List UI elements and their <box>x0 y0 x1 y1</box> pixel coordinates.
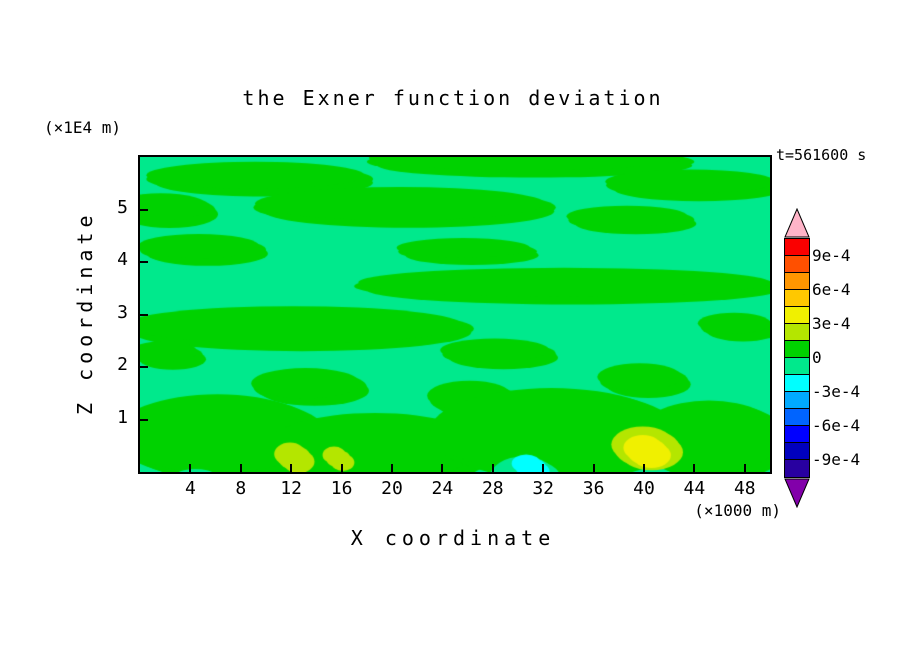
contour-field-canvas <box>140 157 770 472</box>
colorbar-labels: 9e-4 6e-4 3e-4 0 -3e-4 -6e-4 -9e-4 <box>812 208 882 518</box>
y-tick-label: 2 <box>117 354 128 375</box>
x-tick-label: 48 <box>733 478 756 499</box>
colorbar-label: 0 <box>812 348 822 367</box>
colorbar-segment <box>785 239 809 256</box>
colorbar-segment <box>785 273 809 290</box>
x-tick-label: 44 <box>683 478 706 499</box>
x-tick-label: 24 <box>431 478 454 499</box>
x-tick-label: 12 <box>280 478 303 499</box>
colorbar-label: -3e-4 <box>812 382 861 401</box>
plot-area <box>138 155 772 474</box>
y-tick-label: 1 <box>117 406 128 428</box>
x-tick-label: 16 <box>330 478 353 499</box>
x-tick-label: 20 <box>381 478 403 499</box>
colorbar-segment <box>785 460 809 477</box>
colorbar-over-arrow-icon <box>784 208 810 238</box>
x-tick-label: 4 <box>184 478 196 499</box>
x-axis-title: X coordinate <box>350 526 556 550</box>
chart-title: the Exner function deviation <box>242 86 664 110</box>
colorbar-segment <box>785 358 809 375</box>
colorbar-segment <box>785 375 809 392</box>
colorbar-segment <box>785 341 809 358</box>
colorbar-segment <box>785 409 809 426</box>
colorbar-segment <box>785 307 809 324</box>
colorbar-segment <box>785 392 809 409</box>
x-tick-label: 28 <box>481 478 504 499</box>
y-axis-unit-label: (×1E4 m) <box>44 118 122 137</box>
colorbar-label: 9e-4 <box>812 246 851 265</box>
colorbar-label: 3e-4 <box>812 314 851 333</box>
colorbar <box>784 208 810 508</box>
y-tick-label: 5 <box>117 196 128 218</box>
x-axis-unit-label: (×1000 m) <box>694 501 781 520</box>
x-tick-label: 8 <box>235 478 247 499</box>
x-tick-label: 36 <box>582 478 605 499</box>
x-tick-labels: 4 8 12 16 20 24 28 32 36 40 44 48 <box>140 478 770 500</box>
x-tick-label: 32 <box>532 478 555 499</box>
colorbar-segment <box>785 443 809 460</box>
time-annotation: t=561600 s <box>776 146 867 164</box>
colorbar-segment <box>785 290 809 307</box>
colorbar-label: 6e-4 <box>812 280 851 299</box>
x-tick-label: 40 <box>633 478 655 499</box>
colorbar-label: -6e-4 <box>812 416 861 435</box>
colorbar-label: -9e-4 <box>812 450 861 469</box>
colorbar-segments <box>784 238 810 478</box>
y-tick-label: 4 <box>117 249 128 270</box>
colorbar-under-arrow-icon <box>784 478 810 508</box>
y-tick-labels: 1 2 3 4 5 <box>90 155 128 470</box>
y-tick-label: 3 <box>117 301 128 323</box>
colorbar-segment <box>785 426 809 443</box>
colorbar-segment <box>785 324 809 341</box>
colorbar-segment <box>785 256 809 273</box>
